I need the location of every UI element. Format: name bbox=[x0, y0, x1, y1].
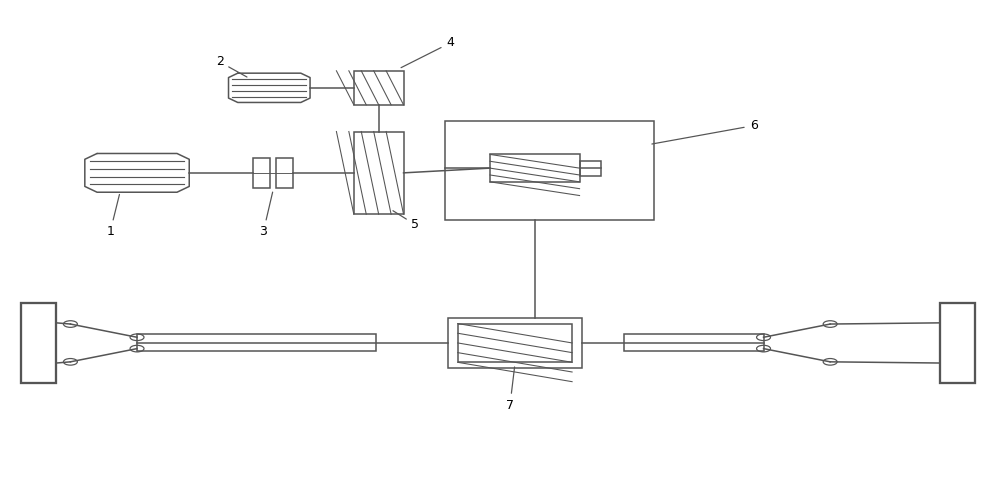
Bar bbox=[21, 303, 56, 383]
Bar bbox=[490, 154, 580, 182]
Bar bbox=[448, 318, 582, 368]
Bar bbox=[940, 303, 975, 383]
Bar bbox=[624, 335, 764, 351]
Text: 7: 7 bbox=[506, 367, 515, 412]
Bar bbox=[137, 335, 376, 351]
Bar bbox=[580, 161, 601, 176]
Bar bbox=[354, 131, 404, 214]
Text: 3: 3 bbox=[259, 192, 273, 239]
Bar bbox=[276, 158, 293, 187]
Bar bbox=[354, 71, 404, 105]
Text: 4: 4 bbox=[401, 36, 454, 68]
Text: 5: 5 bbox=[393, 211, 419, 231]
Bar bbox=[458, 324, 572, 362]
Bar bbox=[445, 121, 654, 220]
Text: 2: 2 bbox=[216, 55, 247, 77]
Bar bbox=[253, 158, 270, 187]
Text: 1: 1 bbox=[106, 195, 119, 239]
Text: 6: 6 bbox=[652, 119, 758, 144]
